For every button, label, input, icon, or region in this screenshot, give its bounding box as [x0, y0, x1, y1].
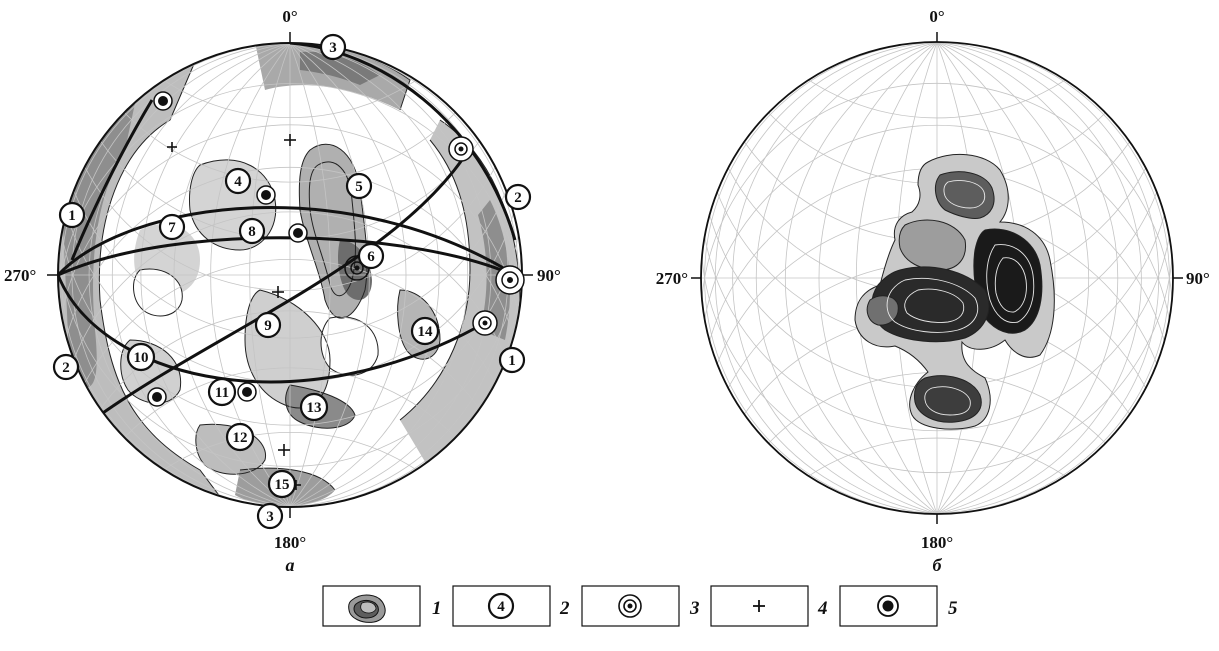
legend-label-5: 5 — [948, 598, 958, 619]
legend-item-4: 4 — [710, 585, 828, 627]
azimuth-north-b: 0° — [929, 7, 944, 26]
legend-label-2: 2 — [559, 598, 570, 619]
filled-dot-markers — [147, 91, 308, 407]
numbered-marker-text: 9 — [264, 318, 272, 334]
azimuth-south-a: 180° — [274, 533, 306, 552]
legend-item-5: 5 — [839, 585, 958, 627]
legend-item-3: 3 — [581, 585, 700, 627]
filled-dot-icon — [153, 91, 173, 111]
numbered-marker-text: 1 — [68, 208, 76, 224]
azimuth-west-a: 270° — [4, 266, 36, 285]
numbered-marker-text: 4 — [234, 174, 242, 190]
legend-label-1: 1 — [432, 598, 442, 619]
numbered-marker-text: 13 — [307, 400, 322, 416]
numbered-marker-text: 2 — [514, 190, 522, 206]
numbered-marker-text: 12 — [233, 430, 248, 446]
double-circle-markers — [344, 136, 525, 336]
azimuth-west-b: 270° — [656, 269, 688, 288]
numbered-marker-text: 14 — [418, 324, 434, 340]
azimuth-north-a: 0° — [282, 7, 297, 26]
circled-number-icon: 4 — [487, 592, 515, 620]
filled-dot-icon — [256, 185, 276, 205]
numbered-marker-m13: 13 — [299, 392, 329, 422]
density-shading-a — [58, 43, 520, 507]
numbered-marker-m6: 6 — [357, 242, 385, 270]
plus-icon — [753, 600, 765, 612]
double-circle-icon — [618, 594, 642, 618]
plus-icon — [272, 286, 284, 298]
azimuth-east-a: 90° — [537, 266, 561, 285]
stereonet-grid-a — [58, 43, 522, 507]
numbered-marker-m7: 7 — [158, 213, 186, 241]
double-circle-icon — [495, 265, 525, 295]
numbered-marker-m2-right: 2 — [504, 183, 532, 211]
numbered-marker-text: 10 — [134, 350, 149, 366]
numbered-marker-text: 7 — [168, 220, 176, 236]
plus-markers — [167, 134, 301, 490]
numbered-marker-text: 3 — [329, 40, 337, 56]
numbered-marker-m8: 8 — [238, 217, 266, 245]
subfigure-label-b: б — [933, 555, 943, 575]
plus-icon — [167, 142, 177, 152]
numbered-marker-m9: 9 — [254, 311, 282, 339]
numbered-marker-text: 3 — [266, 509, 274, 525]
numbered-marker-text: 5 — [355, 179, 363, 195]
subfigure-label-a: а — [286, 555, 295, 575]
numbered-marker-m1-left: 1 — [58, 201, 86, 229]
filled-dot-icon — [877, 595, 899, 617]
numbered-marker-text: 6 — [367, 249, 375, 265]
legend-item-2: 4 2 — [452, 585, 570, 627]
azimuth-south-b: 180° — [921, 533, 953, 552]
numbered-marker-m2-left: 2 — [52, 353, 80, 381]
double-circle-icon — [472, 310, 498, 336]
double-circle-icon — [448, 136, 474, 162]
numbered-marker-m3-top: 3 — [319, 33, 347, 61]
numbered-marker-m10: 10 — [126, 342, 156, 372]
numbered-marker-text: 8 — [248, 224, 256, 240]
numbered-marker-text: 1 — [508, 353, 516, 369]
numbered-marker-text: 2 — [62, 360, 70, 376]
filled-dot-icon — [147, 387, 167, 407]
legend-label-4: 4 — [817, 598, 828, 619]
numbered-marker-m11: 11 — [207, 377, 237, 407]
numbered-marker-m1-right: 1 — [498, 346, 526, 374]
plus-icon — [278, 444, 290, 456]
numbered-marker-text: 11 — [215, 385, 229, 401]
numbered-marker-m12: 12 — [225, 422, 255, 452]
numbered-marker-m3-bottom: 3 — [256, 502, 284, 530]
numbered-marker-m15: 15 — [267, 469, 297, 499]
circled-number-text: 4 — [497, 599, 505, 615]
numbered-marker-text: 15 — [275, 477, 290, 493]
numbered-marker-m4: 4 — [224, 167, 252, 195]
density-contours-icon — [348, 594, 386, 623]
legend-item-1: 1 — [322, 585, 442, 627]
numbered-marker-m14: 14 — [410, 316, 440, 346]
plus-icon — [284, 134, 296, 146]
filled-dot-icon — [288, 223, 308, 243]
legend-label-3: 3 — [689, 598, 700, 619]
density-contours-b — [886, 180, 1035, 416]
stereonet-b: 0° 180° 270° 90° б — [656, 7, 1210, 575]
legend: 1 4 2 3 4 — [322, 585, 958, 627]
filled-dot-icon — [237, 382, 257, 402]
numbered-marker-m5: 5 — [345, 172, 373, 200]
azimuth-east-b: 90° — [1186, 269, 1210, 288]
